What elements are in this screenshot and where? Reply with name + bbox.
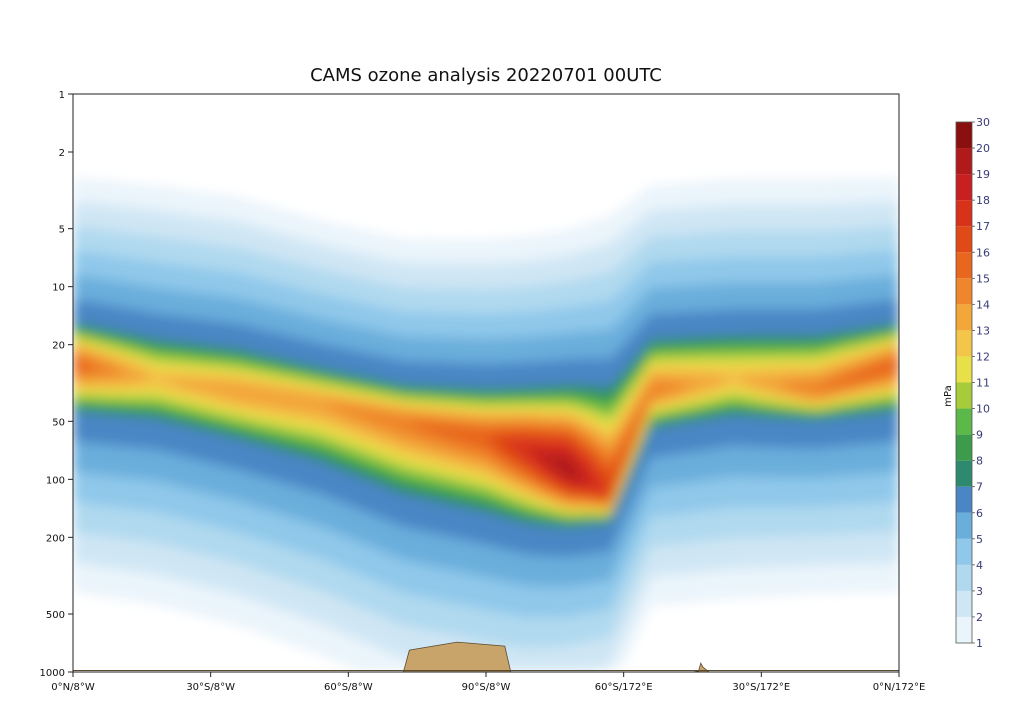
colorbar-swatch [956, 304, 972, 331]
colorbar-tick-label: 19 [976, 168, 990, 181]
colorbar-tick-label: 8 [976, 455, 983, 468]
x-tick-label: 30°S/172°E [732, 682, 790, 693]
y-tick-label: 20 [52, 341, 65, 352]
colorbar-tick-label: 11 [976, 377, 990, 390]
colorbar-swatch [956, 226, 972, 253]
colorbar-tick-label: 18 [976, 194, 990, 207]
y-tick-label: 1000 [40, 668, 65, 679]
colorbar-tick-label: 9 [976, 429, 983, 442]
y-tick-label: 100 [46, 475, 65, 486]
x-tick-label: 0°N/8°W [51, 682, 95, 693]
y-tick-label: 50 [52, 417, 65, 428]
colorbar-swatch [956, 486, 972, 513]
colorbar-tick-label: 30 [976, 116, 990, 129]
x-tick-label: 60°S/172°E [595, 682, 653, 693]
colorbar-label: mPa [943, 385, 954, 406]
y-tick-label: 1 [59, 90, 65, 101]
colorbar-tick-label: 17 [976, 220, 990, 233]
colorbar-swatch [956, 148, 972, 175]
colorbar-swatch [956, 408, 972, 435]
y-axis: 1 2 5 10 20 50 100 200 500 1000 [40, 90, 73, 679]
colorbar-tick-label: 6 [976, 507, 983, 520]
colorbar-tick-label: 5 [976, 533, 983, 546]
colorbar-swatch [956, 460, 972, 487]
colorbar-swatch [956, 564, 972, 591]
colorbar-tick-label: 4 [976, 559, 983, 572]
colorbar-tick-label: 10 [976, 403, 990, 416]
terrain-1 [692, 662, 710, 672]
colorbar-tick-label: 2 [976, 611, 983, 624]
colorbar-tick-label: 12 [976, 350, 990, 363]
y-tick-label: 500 [46, 610, 65, 621]
y-tick-label: 200 [46, 533, 65, 544]
colorbar-swatch [956, 434, 972, 461]
ozone-band-15 [73, 355, 899, 504]
colorbar-swatch [956, 252, 972, 279]
colorbar-swatch [956, 512, 972, 539]
colorbar-tick-label: 16 [976, 246, 990, 259]
colorbar-swatch [956, 200, 972, 227]
colorbar-swatch [956, 590, 972, 617]
x-tick-label: 0°N/172°E [873, 682, 926, 693]
x-tick-label: 90°S/8°W [462, 682, 511, 693]
colorbar-swatch [956, 174, 972, 201]
colorbar-swatch [956, 122, 972, 149]
colorbar-swatch [956, 278, 972, 305]
y-tick-label: 5 [59, 225, 65, 236]
colorbar-swatch [956, 616, 972, 643]
y-tick-label: 10 [52, 283, 65, 294]
colorbar-swatch [956, 382, 972, 409]
y-tick-label: 2 [59, 148, 65, 159]
colorbar-tick-label: 1 [976, 637, 983, 650]
colorbar-tick-label: 3 [976, 585, 983, 598]
plot-area [73, 94, 899, 672]
colorbar-tick-label: 20 [976, 142, 990, 155]
x-tick-label: 30°S/8°W [186, 682, 235, 693]
colorbar-tick-label: 14 [976, 298, 990, 311]
terrain-0 [402, 641, 512, 672]
colorbar-tick-label: 7 [976, 481, 983, 494]
colorbar-swatch [956, 330, 972, 357]
x-axis: 0°N/8°W 30°S/8°W 60°S/8°W 90°S/8°W 60°S/172°… [51, 672, 925, 693]
colorbar-tick-label: 13 [976, 324, 990, 337]
colorbar-swatch [956, 538, 972, 565]
colorbar-tick-label: 15 [976, 272, 990, 285]
chart-title: CAMS ozone analysis 20220701 00UTC [310, 65, 662, 86]
colorbar-swatch [956, 356, 972, 383]
x-tick-label: 60°S/8°W [324, 682, 373, 693]
